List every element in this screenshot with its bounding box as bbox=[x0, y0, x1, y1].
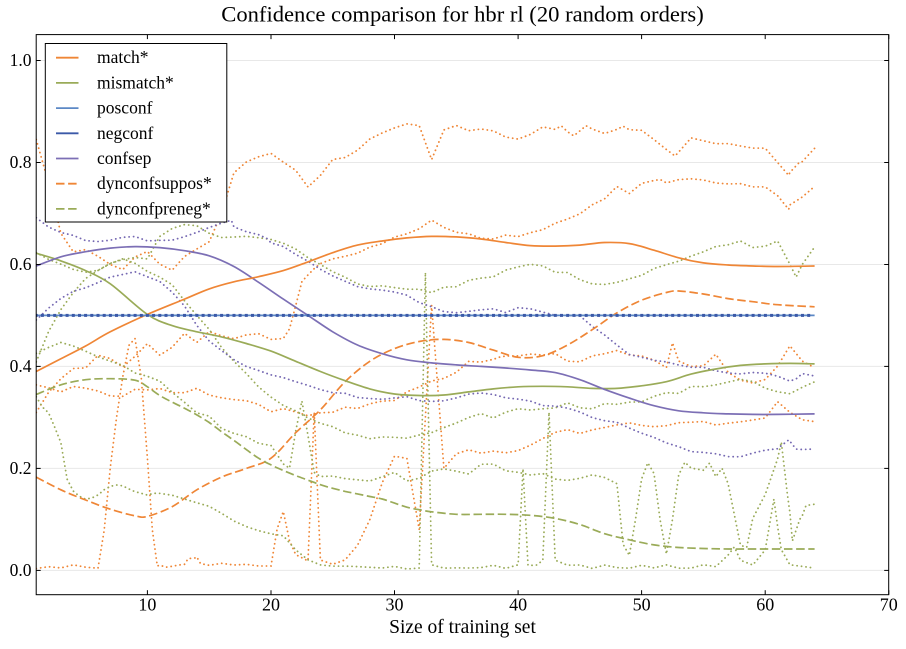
svg-text:0.4: 0.4 bbox=[10, 356, 32, 376]
svg-text:dynconfsuppos*: dynconfsuppos* bbox=[97, 173, 212, 193]
svg-text:0.0: 0.0 bbox=[10, 560, 32, 580]
svg-text:60: 60 bbox=[756, 595, 774, 615]
svg-text:0.2: 0.2 bbox=[10, 458, 32, 478]
svg-text:Size of training set: Size of training set bbox=[389, 617, 536, 638]
svg-text:match*: match* bbox=[97, 47, 149, 67]
svg-text:40: 40 bbox=[509, 595, 527, 615]
svg-text:1.0: 1.0 bbox=[10, 50, 32, 70]
svg-text:50: 50 bbox=[633, 595, 651, 615]
svg-text:confsep: confsep bbox=[97, 148, 152, 168]
svg-text:dynconfpreneg*: dynconfpreneg* bbox=[97, 198, 211, 218]
svg-text:10: 10 bbox=[138, 595, 156, 615]
svg-text:0.8: 0.8 bbox=[10, 152, 32, 172]
svg-text:Confidence comparison for hbr: Confidence comparison for hbr rl (20 ran… bbox=[221, 2, 703, 27]
svg-text:posconf: posconf bbox=[97, 98, 153, 118]
svg-text:30: 30 bbox=[386, 595, 404, 615]
svg-text:70: 70 bbox=[880, 595, 898, 615]
svg-text:mismatch*: mismatch* bbox=[97, 72, 174, 92]
svg-text:negconf: negconf bbox=[97, 123, 154, 143]
svg-text:20: 20 bbox=[262, 595, 280, 615]
svg-text:0.6: 0.6 bbox=[10, 254, 32, 274]
